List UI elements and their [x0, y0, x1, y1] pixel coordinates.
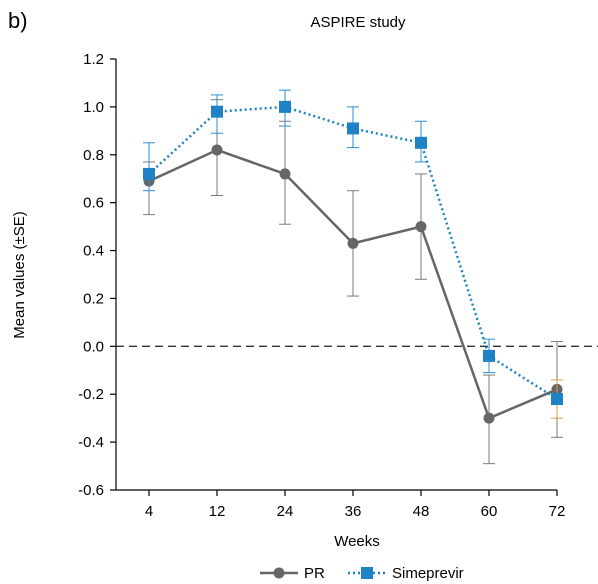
y-axis-label: Mean values (±SE)	[11, 211, 28, 338]
panel-label: b)	[8, 8, 28, 33]
y-tick-label: -0.4	[78, 434, 104, 451]
y-tick-label: -0.6	[78, 482, 104, 499]
series-pr	[143, 99, 563, 465]
legend-pr-marker	[273, 567, 285, 579]
y-tick-label: 1.0	[83, 99, 104, 116]
x-tick-label: 24	[277, 503, 294, 520]
data-point	[551, 393, 563, 406]
data-point	[211, 144, 223, 156]
axes	[115, 59, 557, 491]
data-point	[415, 221, 427, 233]
y-tick-label: 0.4	[83, 243, 104, 260]
legend-simeprevir-label: Simeprevir	[392, 565, 464, 582]
x-tick-label: 36	[345, 503, 362, 520]
y-tick-label: 0.6	[83, 195, 104, 212]
data-point	[279, 100, 291, 113]
chart-title: ASPIRE study	[310, 14, 406, 31]
y-tick-label: -0.2	[78, 386, 104, 403]
x-tick-label: 60	[481, 503, 498, 520]
data-point	[483, 349, 495, 362]
x-axis-ticks: 4 12 24 36 48 60 72	[145, 490, 566, 520]
data-point	[143, 167, 155, 180]
data-point	[211, 105, 223, 118]
data-point	[347, 122, 359, 135]
y-tick-label: 0.0	[83, 338, 104, 355]
y-tick-label: 1.2	[83, 51, 104, 68]
y-tick-label: 0.2	[83, 290, 104, 307]
y-tick-label: 0.8	[83, 147, 104, 164]
x-tick-label: 72	[549, 503, 566, 520]
y-axis-ticks: -0.6 -0.4 -0.2 0.0 0.2 0.4 0.6 0.8 1.0 1.2	[78, 51, 116, 499]
legend: PR Simeprevir	[260, 565, 464, 582]
x-tick-label: 48	[413, 503, 430, 520]
x-tick-label: 4	[145, 503, 153, 520]
series-simeprevir	[143, 89, 563, 419]
data-point	[347, 237, 359, 249]
legend-pr-label: PR	[304, 565, 325, 582]
x-tick-label: 12	[209, 503, 226, 520]
legend-simeprevir-marker	[361, 567, 373, 579]
x-axis-label: Weeks	[334, 533, 380, 550]
data-point	[483, 412, 495, 424]
plot-series	[143, 89, 563, 465]
data-point	[279, 168, 291, 180]
data-point	[415, 136, 427, 149]
